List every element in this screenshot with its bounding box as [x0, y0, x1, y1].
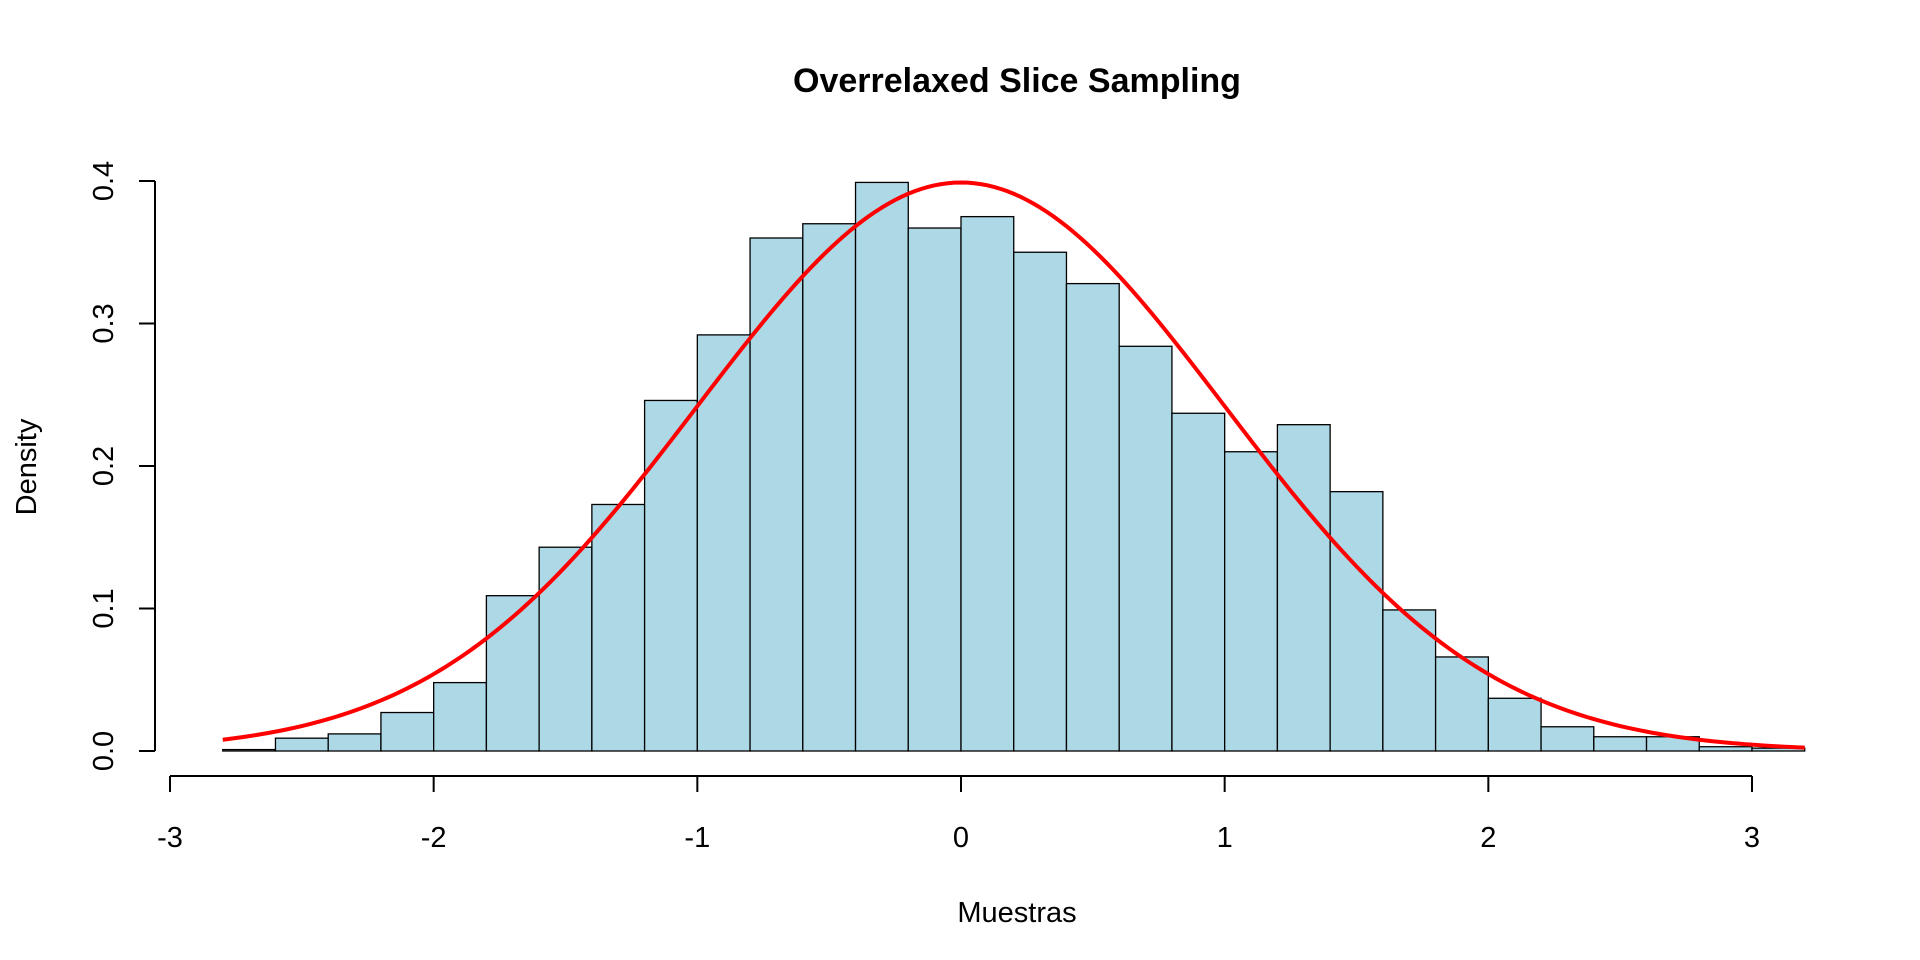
histogram-bar [907, 227, 962, 752]
y-tick-label: 0.1 [88, 588, 120, 628]
chart-title: Overrelaxed Slice Sampling [793, 62, 1241, 100]
y-tick-label: 0.2 [88, 446, 120, 486]
histogram-bar [643, 399, 698, 752]
y-tick-label: 0.4 [88, 161, 120, 201]
x-axis-label: Muestras [957, 897, 1076, 929]
y-tick-label: 0.3 [88, 303, 120, 343]
density-curve-group [222, 180, 1805, 750]
histogram-bar [1593, 736, 1648, 752]
histogram-bar [591, 503, 646, 752]
histogram-bar [696, 334, 751, 752]
x-tick-label: 0 [953, 822, 969, 854]
histogram-bar [1487, 697, 1542, 752]
histogram-bar [1171, 412, 1226, 752]
histogram-bar [1013, 251, 1068, 752]
histogram-bar [1118, 345, 1173, 752]
histogram-bar [960, 215, 1015, 752]
histogram-bar [538, 546, 593, 752]
histogram-bar [274, 737, 329, 752]
histogram-bar [1540, 726, 1595, 752]
histogram-bar [802, 223, 857, 752]
x-tick-label: 2 [1480, 822, 1496, 854]
histogram-bar [1224, 451, 1279, 752]
x-tick-label: -1 [684, 822, 710, 854]
histogram-bar [433, 681, 488, 752]
x-axis: -3 -2 -1 0 1 2 3 [157, 775, 1760, 854]
histogram-bars [222, 181, 1806, 752]
x-tick-label: 1 [1217, 822, 1233, 854]
x-tick-label: 3 [1744, 822, 1760, 854]
histogram-bar [327, 733, 382, 752]
density-curve [222, 180, 1805, 750]
y-axis: 0.0 0.1 0.2 0.3 0.4 [88, 161, 156, 771]
y-tick-label: 0.0 [88, 731, 120, 771]
histogram-bar [854, 181, 909, 752]
histogram-bar [485, 595, 540, 752]
histogram-bar [1698, 746, 1753, 752]
x-tick-label: -2 [421, 822, 447, 854]
x-tick-label: -3 [157, 822, 183, 854]
histogram-bar [1065, 282, 1120, 752]
y-axis-label: Density [11, 418, 43, 515]
histogram-bar [380, 711, 435, 752]
histogram-bar [749, 237, 804, 752]
histogram-bar [222, 748, 277, 752]
histogram-bar [1276, 424, 1331, 752]
histogram-bar [1329, 490, 1384, 752]
